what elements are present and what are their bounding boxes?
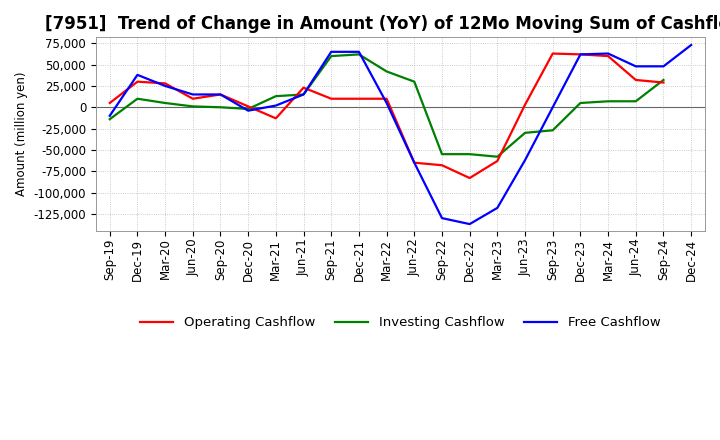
Investing Cashflow — [355, 52, 364, 57]
Free Cashflow — [659, 64, 667, 69]
Legend: Operating Cashflow, Investing Cashflow, Free Cashflow: Operating Cashflow, Investing Cashflow, … — [135, 311, 666, 334]
Operating Cashflow — [493, 158, 502, 164]
Free Cashflow — [631, 64, 640, 69]
Investing Cashflow — [659, 77, 667, 83]
Free Cashflow — [687, 42, 696, 48]
Free Cashflow — [271, 103, 280, 108]
Operating Cashflow — [382, 96, 391, 101]
Line: Operating Cashflow: Operating Cashflow — [109, 54, 663, 178]
Free Cashflow — [327, 49, 336, 55]
Free Cashflow — [604, 51, 613, 56]
Operating Cashflow — [244, 104, 253, 109]
Investing Cashflow — [300, 92, 308, 97]
Operating Cashflow — [604, 53, 613, 59]
Operating Cashflow — [300, 85, 308, 90]
Investing Cashflow — [271, 94, 280, 99]
Operating Cashflow — [271, 116, 280, 121]
Operating Cashflow — [189, 96, 197, 101]
Operating Cashflow — [438, 163, 446, 168]
Operating Cashflow — [576, 52, 585, 57]
Free Cashflow — [410, 160, 418, 165]
Line: Investing Cashflow: Investing Cashflow — [109, 55, 663, 157]
Free Cashflow — [300, 92, 308, 97]
Operating Cashflow — [216, 92, 225, 97]
Investing Cashflow — [576, 100, 585, 106]
Line: Free Cashflow: Free Cashflow — [109, 45, 691, 224]
Free Cashflow — [493, 205, 502, 210]
Free Cashflow — [189, 92, 197, 97]
Free Cashflow — [105, 113, 114, 118]
Investing Cashflow — [244, 106, 253, 112]
Free Cashflow — [549, 105, 557, 110]
Free Cashflow — [521, 158, 529, 163]
Investing Cashflow — [216, 105, 225, 110]
Investing Cashflow — [521, 130, 529, 136]
Operating Cashflow — [410, 160, 418, 165]
Operating Cashflow — [105, 100, 114, 106]
Investing Cashflow — [604, 99, 613, 104]
Operating Cashflow — [133, 79, 142, 84]
Y-axis label: Amount (million yen): Amount (million yen) — [15, 72, 28, 196]
Operating Cashflow — [659, 80, 667, 85]
Free Cashflow — [438, 216, 446, 221]
Operating Cashflow — [161, 81, 169, 86]
Operating Cashflow — [549, 51, 557, 56]
Free Cashflow — [216, 92, 225, 97]
Free Cashflow — [576, 52, 585, 57]
Investing Cashflow — [438, 151, 446, 157]
Investing Cashflow — [631, 99, 640, 104]
Investing Cashflow — [327, 53, 336, 59]
Operating Cashflow — [631, 77, 640, 83]
Free Cashflow — [133, 72, 142, 77]
Operating Cashflow — [355, 96, 364, 101]
Free Cashflow — [465, 221, 474, 227]
Operating Cashflow — [465, 176, 474, 181]
Investing Cashflow — [161, 100, 169, 106]
Investing Cashflow — [493, 154, 502, 159]
Investing Cashflow — [549, 128, 557, 133]
Title: [7951]  Trend of Change in Amount (YoY) of 12Mo Moving Sum of Cashflows: [7951] Trend of Change in Amount (YoY) o… — [45, 15, 720, 33]
Investing Cashflow — [105, 117, 114, 122]
Free Cashflow — [161, 83, 169, 88]
Investing Cashflow — [382, 69, 391, 74]
Operating Cashflow — [327, 96, 336, 101]
Investing Cashflow — [465, 151, 474, 157]
Investing Cashflow — [410, 79, 418, 84]
Free Cashflow — [244, 108, 253, 114]
Free Cashflow — [382, 100, 391, 106]
Free Cashflow — [355, 49, 364, 55]
Investing Cashflow — [133, 96, 142, 101]
Operating Cashflow — [521, 102, 529, 107]
Investing Cashflow — [189, 104, 197, 109]
